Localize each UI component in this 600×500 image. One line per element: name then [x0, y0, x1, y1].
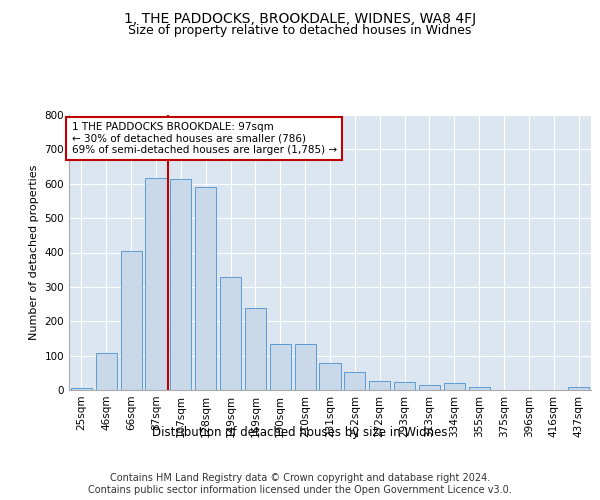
Bar: [394, 382, 415, 390]
Bar: [419, 384, 440, 390]
Text: Distribution of detached houses by size in Widnes: Distribution of detached houses by size …: [152, 426, 448, 439]
Bar: [270, 344, 291, 390]
Bar: [469, 387, 490, 390]
Text: Contains HM Land Registry data © Crown copyright and database right 2024.
Contai: Contains HM Land Registry data © Crown c…: [88, 474, 512, 495]
Bar: [71, 388, 92, 390]
Text: 1 THE PADDOCKS BROOKDALE: 97sqm
← 30% of detached houses are smaller (786)
69% o: 1 THE PADDOCKS BROOKDALE: 97sqm ← 30% of…: [71, 122, 337, 155]
Bar: [344, 372, 365, 390]
Bar: [568, 387, 589, 390]
Y-axis label: Number of detached properties: Number of detached properties: [29, 165, 39, 340]
Bar: [369, 382, 390, 390]
Bar: [444, 384, 465, 390]
Bar: [121, 252, 142, 390]
Text: Size of property relative to detached houses in Widnes: Size of property relative to detached ho…: [128, 24, 472, 37]
Bar: [295, 344, 316, 390]
Bar: [245, 308, 266, 390]
Text: 1, THE PADDOCKS, BROOKDALE, WIDNES, WA8 4FJ: 1, THE PADDOCKS, BROOKDALE, WIDNES, WA8 …: [124, 12, 476, 26]
Bar: [145, 178, 167, 390]
Bar: [319, 363, 341, 390]
Bar: [96, 353, 117, 390]
Bar: [220, 276, 241, 390]
Bar: [195, 187, 216, 390]
Bar: [170, 179, 191, 390]
